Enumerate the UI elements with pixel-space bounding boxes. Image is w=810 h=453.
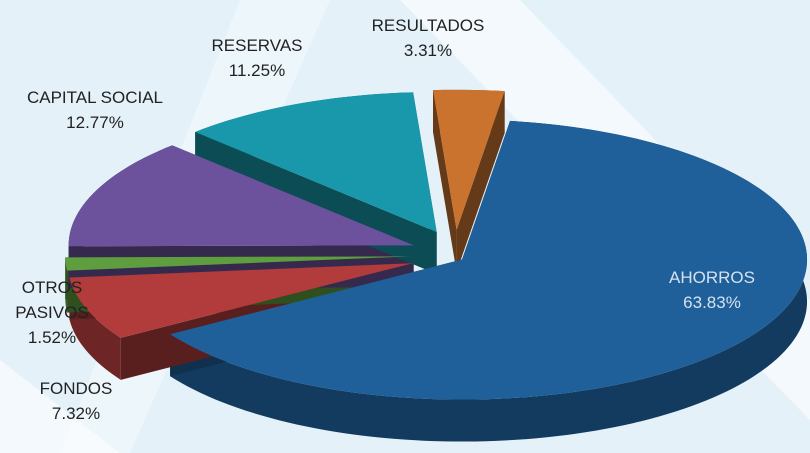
slice-label: FONDOS 7.32% [21, 376, 131, 426]
slice [170, 120, 808, 400]
category-label: RESULTADOS [371, 16, 485, 35]
category-label: OTROS PASIVOS [15, 278, 89, 322]
value-label: 1.52% [27, 328, 77, 347]
slice-label: AHORROS 63.83% [647, 265, 777, 315]
value-label: 12.77% [66, 113, 124, 132]
slice-label: CAPITAL SOCIAL 12.77% [5, 85, 185, 135]
slice-wall [456, 91, 505, 272]
category-label: CAPITAL SOCIAL [26, 88, 164, 107]
slice [69, 263, 413, 338]
slice [433, 89, 505, 230]
background-stripe [0, 360, 120, 453]
slice [195, 92, 437, 233]
value-label: 11.25% [228, 61, 286, 80]
slice-wall [433, 90, 457, 272]
category-label: RESERVAS [211, 36, 303, 55]
value-label: 63.83% [683, 293, 741, 312]
slice-label: RESERVAS 11.25% [197, 33, 317, 83]
slice [68, 145, 414, 247]
category-label: FONDOS [39, 379, 113, 398]
slice [65, 256, 411, 271]
slice-side [69, 277, 121, 380]
value-label: 3.31% [403, 41, 453, 60]
value-label: 7.32% [51, 404, 101, 423]
slice-label: OTROS PASIVOS 1.52% [7, 275, 97, 350]
category-label: AHORROS [669, 268, 755, 287]
slice-label: RESULTADOS 3.31% [358, 13, 498, 63]
